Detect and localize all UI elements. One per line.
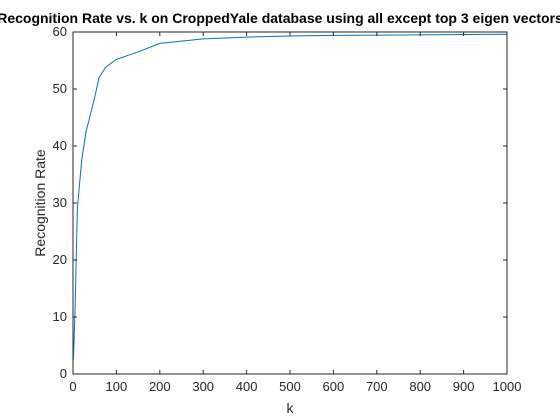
- x-tick-label: 700: [366, 379, 388, 394]
- x-tick-label: 400: [236, 379, 258, 394]
- plot-area: [72, 31, 508, 375]
- y-tick-label: 60: [53, 24, 67, 39]
- x-tick-label: 500: [279, 379, 301, 394]
- series-line-0: [72, 33, 508, 360]
- x-tick-label: 300: [192, 379, 214, 394]
- x-tick-label: 600: [323, 379, 345, 394]
- y-tick-label: 40: [53, 138, 67, 153]
- y-tick-label: 50: [53, 81, 67, 96]
- x-tick-label: 900: [453, 379, 475, 394]
- series-layer: [72, 33, 508, 360]
- x-tick-label: 1000: [493, 379, 522, 394]
- x-tick-label: 800: [409, 379, 431, 394]
- x-tick-label: 200: [149, 379, 171, 394]
- y-tick-label: 20: [53, 252, 67, 267]
- y-tick-label: 30: [53, 195, 67, 210]
- y-axis-label: Recognition Rate: [32, 149, 48, 257]
- x-tick-label: 0: [69, 379, 76, 394]
- ticks-layer: 0 100 200 300 400 500 600 700 800 900 1000 0 10 20 30 4…: [53, 24, 522, 394]
- y-tick-label: 0: [60, 366, 67, 381]
- x-axis-label: k: [287, 400, 295, 416]
- chart-title: Recognition Rate vs. k on CroppedYale da…: [0, 10, 560, 26]
- y-tick-label: 10: [53, 309, 67, 324]
- x-tick-label: 100: [106, 379, 128, 394]
